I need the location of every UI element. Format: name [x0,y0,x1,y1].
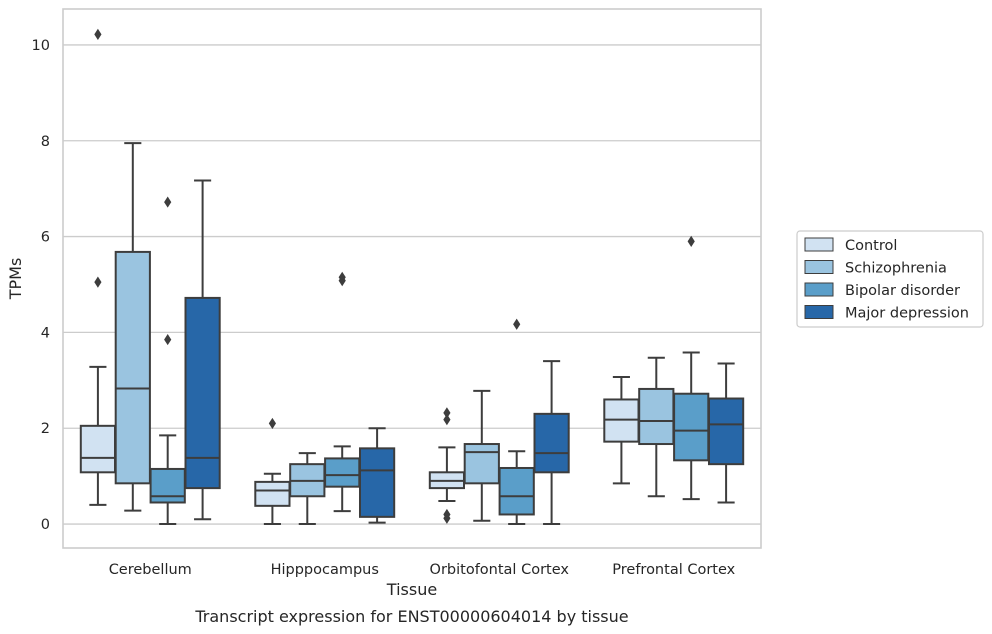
box-iqr [707,397,745,466]
y-tick-label: 6 [41,230,50,246]
box-iqr [358,447,396,518]
outlier-point [513,318,521,330]
box-major-depression [358,427,396,524]
x-tick-label: Hipppocampus [271,562,379,578]
box-iqr [463,443,500,485]
legend-swatch [804,282,834,297]
legend-label: Bipolar disorder [845,283,960,299]
x-tick-label: Orbitofontal Cortex [430,562,570,578]
box-iqr [324,457,361,488]
box-schizophrenia [289,452,326,526]
outlier-point [443,512,451,524]
x-axis-title: Tissue [386,580,437,599]
box-iqr [114,250,151,485]
box-major-depression [707,362,745,504]
y-tick-label: 0 [41,517,50,533]
box-bipolar-disorder [673,235,710,501]
box-control [254,417,291,526]
box-schizophrenia [114,142,151,512]
outlier-point [443,407,451,419]
legend-frame [796,230,984,328]
box-plot-area [79,28,745,526]
legend-swatch [804,305,834,319]
box-iqr [149,467,186,504]
outlier-point [268,417,276,430]
box-control [79,28,117,506]
outlier-point [94,28,102,40]
outlier-point [94,276,102,288]
box-control [603,375,640,485]
x-axis-ticks: Cerebellum Hipppocampus Orbitofontal Corte… [109,562,736,578]
box-iqr [79,424,117,474]
outlier-point [164,196,172,208]
gridlines [63,44,761,525]
legend-label: Schizophrenia [845,261,947,277]
box-iqr [184,296,221,490]
outlier-point [338,275,346,287]
y-tick-label: 10 [32,38,50,54]
legend-label: Major depression [845,306,969,322]
legend-swatch [804,237,834,252]
legend-label: Control [845,238,897,254]
box-iqr [533,412,570,474]
outlier-point [687,235,695,247]
outlier-point [443,413,451,426]
legend-swatch [804,260,834,274]
box-control [428,407,466,524]
box-iqr [498,466,535,516]
box-bipolar-disorder [149,196,186,526]
box-iqr [673,392,710,462]
x-tick-label: Cerebellum [109,562,192,578]
y-tick-label: 2 [41,421,50,437]
x-tick-label: Prefrontal Cortex [612,562,735,578]
y-axis-ticks: 0 2 4 6 8 10 [32,38,50,533]
chart-caption: Transcript expression for ENST0000060401… [194,607,628,626]
box-iqr [254,480,291,507]
box-bipolar-disorder [498,318,535,526]
box-iqr [638,387,675,446]
y-tick-label: 4 [41,325,50,341]
box-schizophrenia [638,356,675,498]
y-axis-title: TPMs [6,258,25,301]
y-tick-label: 8 [41,134,50,150]
box-major-depression [533,360,570,526]
box-major-depression [184,179,221,521]
outlier-point [164,333,172,346]
box-schizophrenia [463,389,500,522]
plot-frame [62,8,762,549]
legend: Control Schizophrenia Bipolar disorder Majo… [796,230,984,328]
box-bipolar-disorder [324,271,361,513]
